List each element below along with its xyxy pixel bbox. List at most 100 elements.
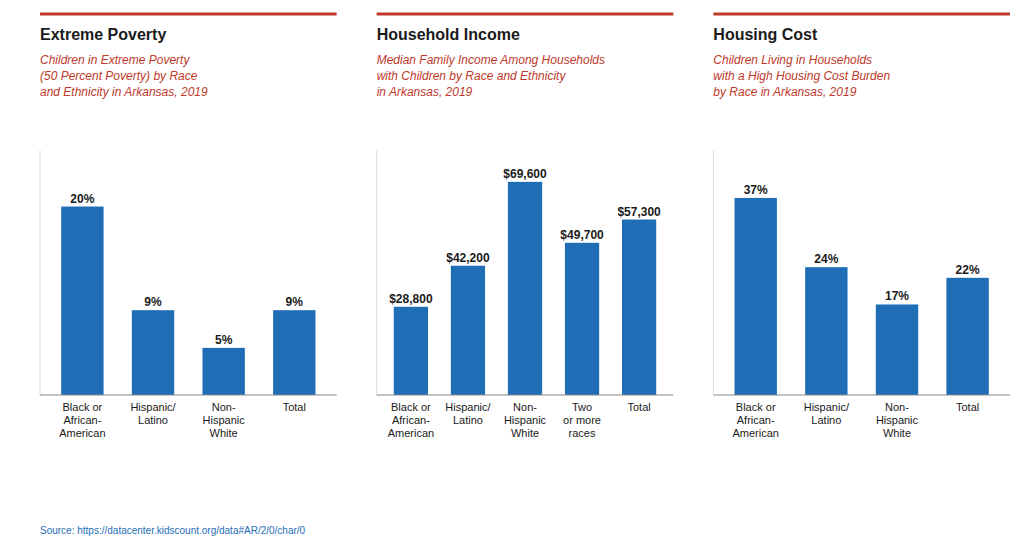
text-line: Hispanic <box>203 414 246 426</box>
bars <box>735 198 989 395</box>
bar <box>202 348 244 395</box>
text-line: or more <box>563 414 601 426</box>
data-label: 9% <box>286 295 304 309</box>
x-tick-label: Black orAfrican-American <box>388 401 434 439</box>
x-axis <box>713 395 1010 396</box>
x-tick-label: Non-HispanicWhite <box>504 401 547 439</box>
text-line: Hispanic/ <box>804 401 850 413</box>
bar <box>565 243 599 395</box>
data-label: 37% <box>744 183 768 197</box>
value-axis <box>40 150 41 395</box>
header-rule <box>713 13 1010 16</box>
text-line: Latino <box>453 414 483 426</box>
bar <box>735 198 777 395</box>
panel-title: Extreme Poverty <box>40 26 166 43</box>
bar <box>805 267 847 395</box>
value-axis <box>376 150 377 395</box>
x-axis <box>377 395 674 396</box>
x-tick-label: Black orAfrican-American <box>59 401 105 439</box>
text-line: Children Living in Households <box>713 53 872 67</box>
text-line: Total <box>627 401 650 413</box>
data-label: $42,200 <box>446 251 490 265</box>
panel: Household Income Median Family Income Amo… <box>377 14 674 439</box>
text-line: African- <box>63 414 101 426</box>
text-line: Median Family Income Among Households <box>377 53 605 67</box>
x-tick-label: Non-HispanicWhite <box>876 401 919 439</box>
x-tick-label: Hispanic/Latino <box>804 401 850 426</box>
text-line: Non- <box>212 401 236 413</box>
bar <box>876 304 918 395</box>
bars-inner <box>61 207 315 395</box>
text-line: White <box>210 427 238 439</box>
bar <box>394 307 428 395</box>
data-label: 24% <box>814 252 838 266</box>
bars <box>61 207 315 395</box>
bar <box>946 278 988 395</box>
text-line: Latino <box>811 414 841 426</box>
panel-subtitle: Children in Extreme Poverty (50 Percent P… <box>40 53 208 99</box>
data-label: 5% <box>215 333 233 347</box>
text-line: with Children by Race and Ethnicity <box>377 69 567 83</box>
header-rule <box>377 13 674 16</box>
panel: Extreme Poverty Children in Extreme Pover… <box>40 14 337 439</box>
text-line: in Arkansas, 2019 <box>377 85 473 99</box>
text-line: Hispanic/ <box>130 401 176 413</box>
text-line: races <box>569 427 596 439</box>
panel-title: Household Income <box>377 26 520 43</box>
text-line: Black or <box>391 401 431 413</box>
text-line: Total <box>283 401 306 413</box>
data-label: $69,600 <box>503 167 547 181</box>
value-axis <box>713 150 714 395</box>
data-label: $49,700 <box>560 228 604 242</box>
x-tick-label: Black orAfrican-American <box>732 401 778 439</box>
text-line: with a High Housing Cost Burden <box>713 69 890 83</box>
panel: Housing Cost Children Living in Household… <box>713 14 1010 439</box>
bar <box>273 310 315 395</box>
text-line: and Ethnicity in Arkansas, 2019 <box>40 85 208 99</box>
bars-inner <box>735 198 989 395</box>
x-tick-label: Non-HispanicWhite <box>203 401 246 439</box>
text-line: Total <box>956 401 979 413</box>
x-tick-label: Hispanic/Latino <box>130 401 176 426</box>
text-line: White <box>883 427 911 439</box>
data-label: $57,300 <box>617 205 661 219</box>
bar <box>451 266 485 395</box>
text-line: African- <box>392 414 430 426</box>
text-line: Black or <box>63 401 103 413</box>
x-tick-label: Hispanic/Latino <box>445 401 491 426</box>
text-line: (50 Percent Poverty) by Race <box>40 69 198 83</box>
text-line: American <box>59 427 105 439</box>
source: Source: https://datacenter.kidscount.org… <box>40 525 306 536</box>
bar <box>61 207 103 395</box>
data-label: 17% <box>885 289 909 303</box>
text-line: Hispanic <box>504 414 547 426</box>
header-rule <box>40 13 337 16</box>
panel-title: Housing Cost <box>713 26 818 43</box>
text-line: American <box>388 427 434 439</box>
x-tick-label: Total <box>627 401 650 413</box>
text-line: Two <box>572 401 592 413</box>
data-label: 9% <box>144 295 162 309</box>
panel-subtitle: Children Living in Households with a High… <box>713 53 890 99</box>
text-line: by Race in Arkansas, 2019 <box>713 85 856 99</box>
text-line: Non- <box>885 401 909 413</box>
x-tick-label: Total <box>956 401 979 413</box>
text-line: African- <box>737 414 775 426</box>
text-line: American <box>732 427 778 439</box>
text-line: Children in Extreme Poverty <box>40 53 190 67</box>
text-line: Black or <box>736 401 776 413</box>
bar <box>132 310 174 395</box>
text-line: Hispanic <box>876 414 919 426</box>
x-tick-label: Twoor moreraces <box>563 401 601 439</box>
bar <box>622 220 656 395</box>
panel-subtitle: Median Family Income Among Households wit… <box>377 53 605 99</box>
text-line: Non- <box>513 401 537 413</box>
bar <box>508 182 542 395</box>
data-label: 22% <box>956 263 980 277</box>
x-axis <box>40 395 337 396</box>
data-label: 20% <box>70 192 94 206</box>
text-line: Latino <box>138 414 168 426</box>
data-label: $28,800 <box>389 292 433 306</box>
text-line: White <box>511 427 539 439</box>
x-tick-label: Total <box>283 401 306 413</box>
